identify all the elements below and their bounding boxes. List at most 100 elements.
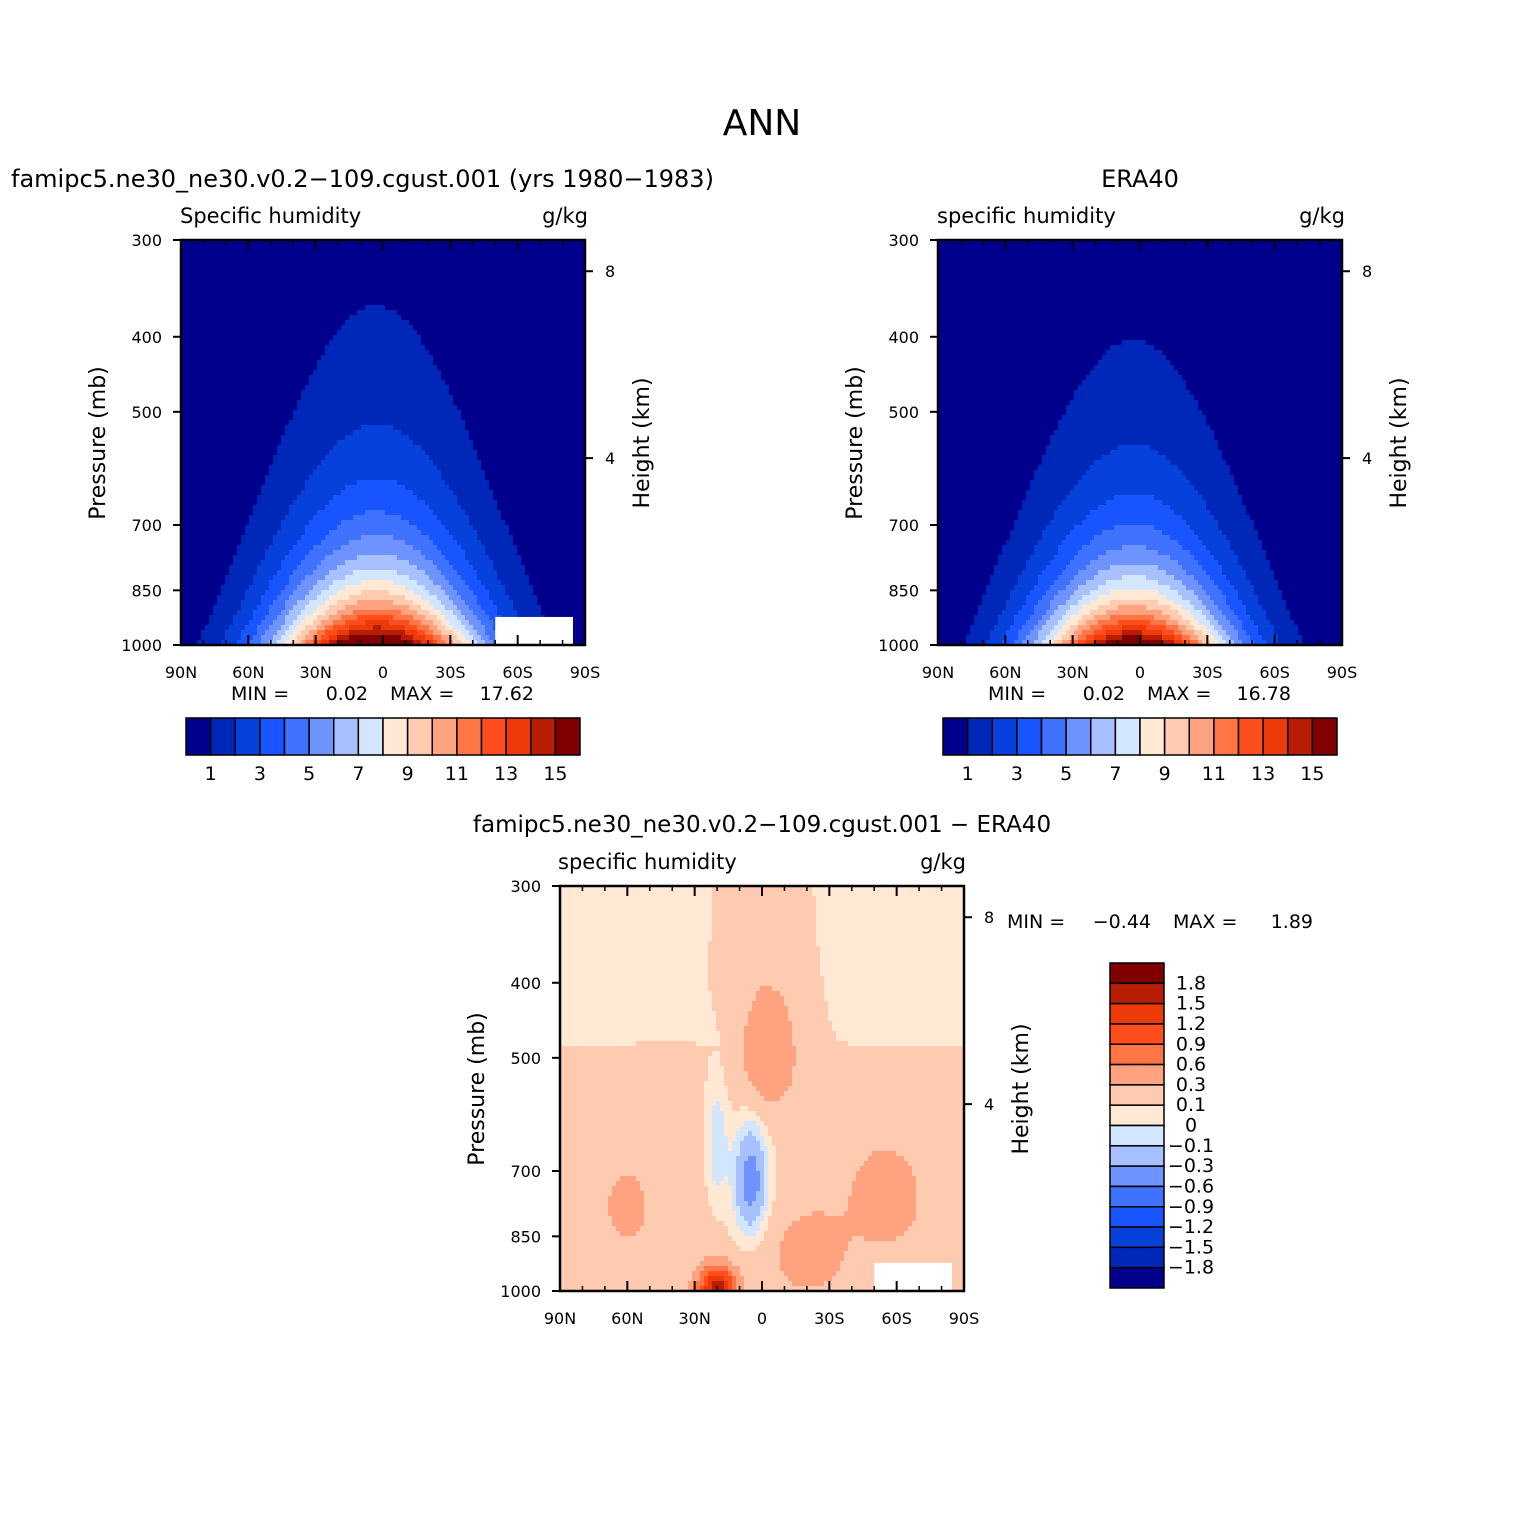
contour-cell	[305, 370, 310, 376]
contour-cell	[553, 375, 558, 381]
contour-cell	[461, 465, 466, 471]
contour-cell	[253, 265, 258, 271]
contour-cell	[201, 340, 206, 346]
contour-cell	[397, 255, 402, 261]
contour-cell	[357, 365, 362, 371]
contour-cell	[181, 360, 186, 366]
contour-cell	[241, 460, 246, 466]
contour-cell	[317, 400, 322, 406]
contour-cell	[417, 415, 422, 421]
contour-cell	[473, 360, 478, 366]
contour-cell	[489, 440, 494, 446]
contour-cell	[433, 300, 438, 306]
contour-cell	[537, 355, 542, 361]
contour-cell	[441, 455, 446, 461]
contour-cell	[217, 445, 222, 451]
contour-cell	[437, 380, 442, 386]
contour-cell	[377, 475, 382, 481]
contour-cell	[549, 250, 554, 256]
contour-cell	[313, 385, 318, 391]
contour-cell	[401, 255, 406, 261]
contour-cell	[185, 295, 190, 301]
contour-cell	[321, 445, 326, 451]
contour-cell	[565, 415, 570, 421]
contour-cell	[429, 350, 434, 356]
contour-cell	[469, 355, 474, 361]
contour-cell	[461, 390, 466, 396]
contour-cell	[233, 360, 238, 366]
contour-cell	[517, 325, 522, 331]
contour-cell	[205, 450, 210, 456]
contour-cell	[241, 350, 246, 356]
contour-cell	[425, 415, 430, 421]
contour-cell	[197, 260, 202, 266]
contour-cell	[493, 395, 498, 401]
contour-cell	[185, 425, 190, 431]
contour-cell	[373, 385, 378, 391]
contour-cell	[209, 395, 214, 401]
contour-cell	[469, 450, 474, 456]
contour-cell	[333, 240, 338, 246]
contour-cell	[265, 415, 270, 421]
contour-cell	[417, 455, 422, 461]
contour-cell	[449, 335, 454, 341]
contour-cell	[301, 405, 306, 411]
contour-cell	[205, 365, 210, 371]
contour-cell	[353, 335, 358, 341]
contour-cell	[241, 455, 246, 461]
contour-cell	[369, 455, 374, 461]
contour-cell	[413, 270, 418, 276]
contour-cell	[453, 250, 458, 256]
contour-cell	[257, 365, 262, 371]
contour-cell	[345, 425, 350, 431]
contour-cell	[321, 395, 326, 401]
contour-cell	[437, 410, 442, 416]
contour-cell	[581, 390, 586, 396]
contour-cell	[557, 380, 562, 386]
contour-cell	[433, 245, 438, 251]
contour-cell	[201, 380, 206, 386]
contour-cell	[517, 450, 522, 456]
contour-cell	[221, 420, 226, 426]
contour-cell	[257, 460, 262, 466]
contour-cell	[417, 345, 422, 351]
contour-cell	[181, 355, 186, 361]
contour-cell	[421, 330, 426, 336]
contour-cell	[301, 270, 306, 276]
contour-cell	[217, 420, 222, 426]
contour-cell	[321, 385, 326, 391]
contour-cell	[545, 280, 550, 286]
contour-cell	[445, 315, 450, 321]
contour-cell	[461, 405, 466, 411]
contour-cell	[333, 310, 338, 316]
contour-cell	[377, 435, 382, 441]
contour-cell	[309, 360, 314, 366]
contour-cell	[409, 410, 414, 416]
contour-cell	[189, 435, 194, 441]
contour-cell	[453, 465, 458, 471]
contour-cell	[293, 260, 298, 266]
contour-cell	[297, 360, 302, 366]
contour-cell	[237, 360, 242, 366]
contour-cell	[373, 380, 378, 386]
contour-cell	[301, 485, 306, 491]
contour-cell	[465, 400, 470, 406]
contour-cell	[301, 310, 306, 316]
contour-cell	[469, 440, 474, 446]
contour-cell	[309, 295, 314, 301]
contour-cell	[477, 330, 482, 336]
contour-cell	[421, 310, 426, 316]
contour-cell	[281, 255, 286, 261]
contour-cell	[569, 455, 574, 461]
contour-cell	[573, 300, 578, 306]
contour-cell	[573, 285, 578, 291]
contour-cell	[569, 360, 574, 366]
contour-cell	[501, 300, 506, 306]
contour-cell	[473, 375, 478, 381]
contour-cell	[533, 370, 538, 376]
contour-cell	[281, 475, 286, 481]
contour-cell	[373, 450, 378, 456]
contour-cell	[197, 325, 202, 331]
contour-cell	[437, 305, 442, 311]
contour-cell	[245, 255, 250, 261]
